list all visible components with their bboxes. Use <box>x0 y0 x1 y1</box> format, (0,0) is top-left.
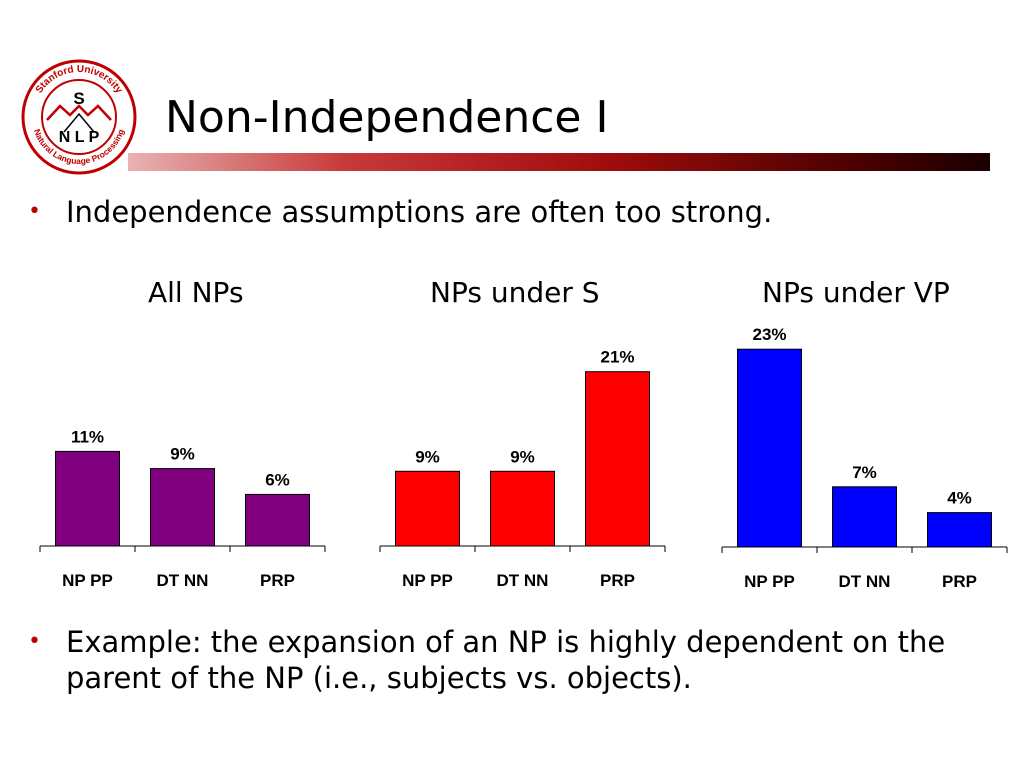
category-tick-label: NP PP <box>402 571 453 590</box>
chart-title-nps-under-s: NPs under S <box>430 276 600 309</box>
bar <box>585 371 650 547</box>
data-label: 6% <box>265 470 290 489</box>
data-label: 9% <box>415 447 440 466</box>
bar <box>245 493 310 547</box>
data-label: 23% <box>752 325 786 344</box>
bullet-item: • Independence assumptions are often too… <box>28 194 1008 234</box>
bullet-dot-icon: • <box>28 629 41 654</box>
data-label: 7% <box>852 463 877 482</box>
category-tick-label: DT NN <box>157 571 209 590</box>
bullet-text: Example: the expansion of an NP is highl… <box>66 625 946 695</box>
data-label: 9% <box>170 445 195 464</box>
title-underline-bar <box>128 153 990 171</box>
data-label: 11% <box>71 427 104 446</box>
chart-title-nps-under-vp: NPs under VP <box>762 276 950 309</box>
bullet-dot-icon: • <box>28 199 41 224</box>
bar <box>737 348 802 548</box>
bar <box>395 470 460 547</box>
category-tick-label: PRP <box>260 571 295 590</box>
data-label: 9% <box>510 447 535 466</box>
category-tick-label: NP PP <box>62 571 113 590</box>
category-tick-label: DT NN <box>497 571 549 590</box>
category-tick-label: DT NN <box>839 572 891 591</box>
bar <box>490 470 555 547</box>
logo-letter-s: S <box>73 89 84 108</box>
bar <box>832 486 897 548</box>
chart-title-all-nps: All NPs <box>148 276 244 309</box>
category-tick-label: PRP <box>942 572 977 591</box>
stanford-nlp-logo: Stanford University Natural Language Pro… <box>21 59 137 175</box>
data-label: 21% <box>600 348 634 367</box>
slide-title: Non-Independence I <box>165 92 609 143</box>
category-tick-label: PRP <box>600 571 635 590</box>
category-tick-label: NP PP <box>744 572 795 591</box>
logo-mountain-icon <box>46 104 112 121</box>
bar <box>927 512 992 548</box>
data-label: 4% <box>947 489 972 508</box>
bar <box>55 450 120 547</box>
bar <box>150 468 215 547</box>
logo-letters-nlp: N L P <box>59 129 100 146</box>
bullet-item: • Example: the expansion of an NP is hig… <box>28 624 1008 704</box>
bullet-text: Independence assumptions are often too s… <box>66 195 773 229</box>
